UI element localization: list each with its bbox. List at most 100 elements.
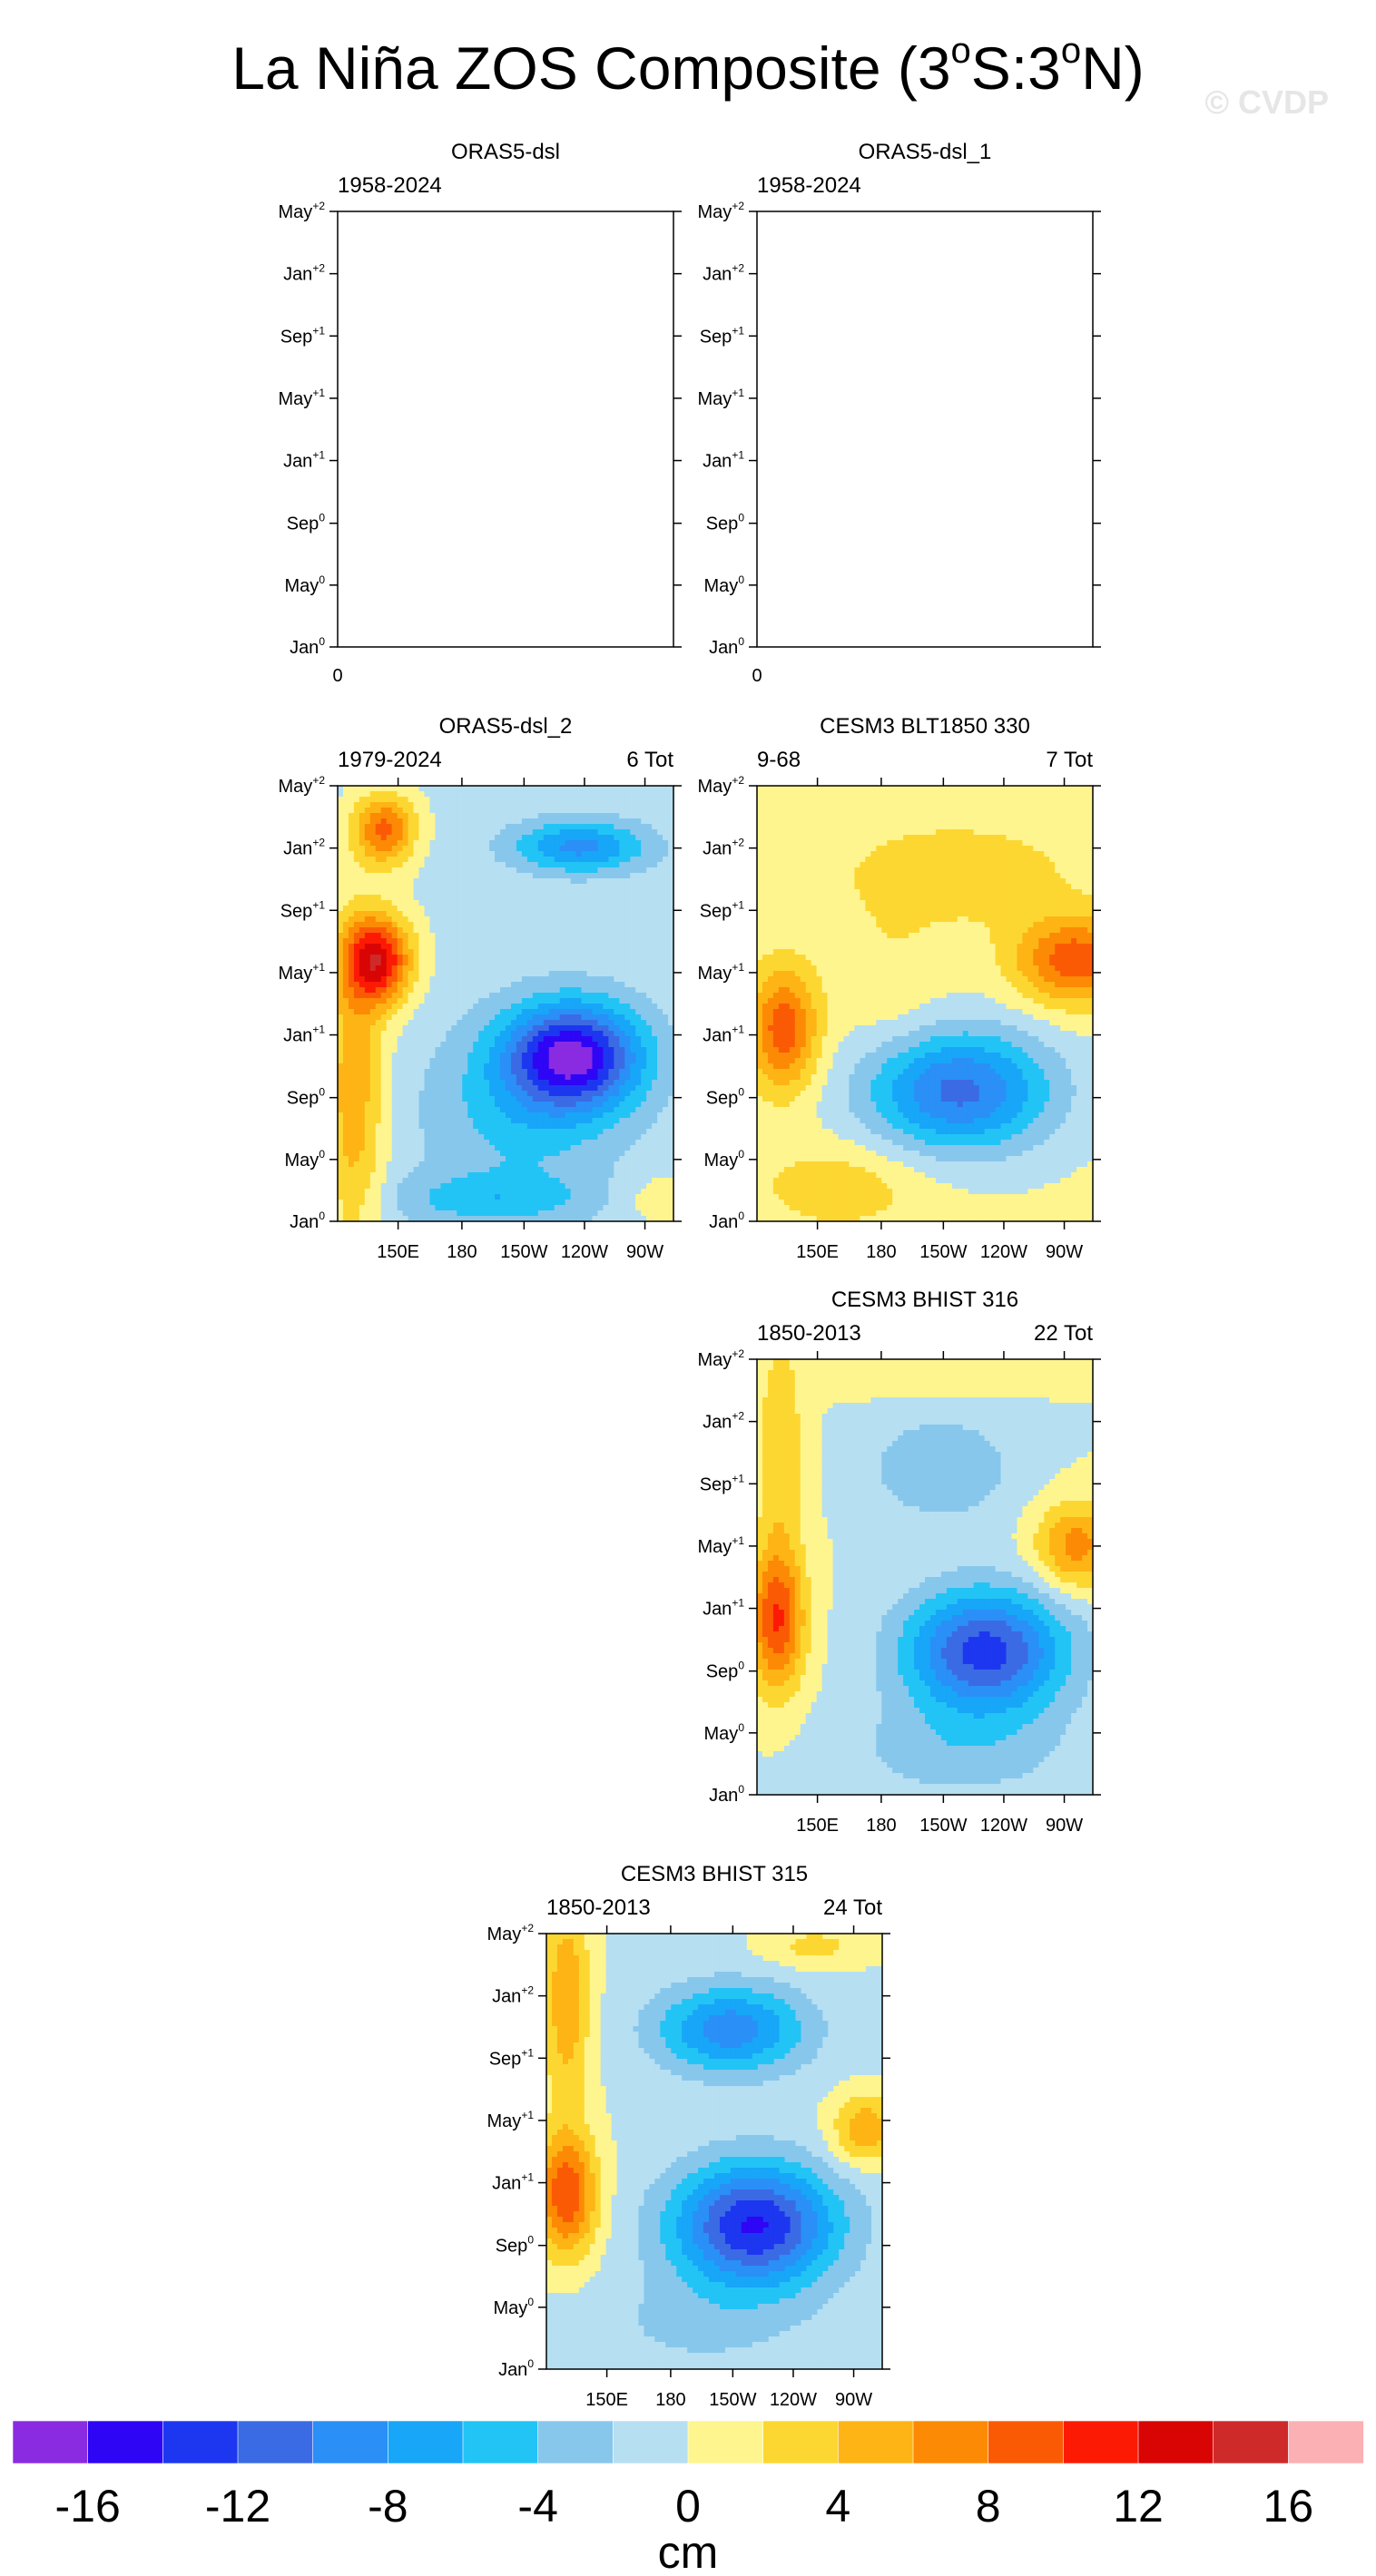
y-tick-label: Sep+1 <box>700 1472 745 1494</box>
y-tick-label: Jan0 <box>498 2357 534 2380</box>
y-tick-label: May+2 <box>698 774 745 797</box>
colorbar-label: -4 <box>517 2481 557 2532</box>
y-tick-label: Jan+1 <box>703 449 744 472</box>
x-tick-label: 120W <box>561 1242 608 1262</box>
contour-fill <box>757 1359 1094 1796</box>
panel-left-string: 1979-2024 <box>338 748 442 772</box>
plot-frame <box>337 211 674 648</box>
x-tick-label: 90W <box>1046 1242 1083 1262</box>
y-tick-label: Sep0 <box>287 512 326 534</box>
contour-fill <box>338 786 674 1222</box>
x-tick-label: 180 <box>866 1242 896 1262</box>
y-tick-label: May+1 <box>698 387 745 409</box>
panel-left-string: 1850-2013 <box>546 1895 651 1920</box>
x-tick-label: 180 <box>655 2390 685 2410</box>
x-tick-label: 150W <box>500 1242 547 1262</box>
x-tick-label: 0 <box>332 666 342 686</box>
plot-frame <box>756 1358 1094 1796</box>
y-tick-label: Jan+2 <box>492 1984 534 2007</box>
y-tick-label: Jan+1 <box>703 1597 744 1620</box>
colorbar-box <box>613 2420 689 2464</box>
y-tick-label: Sep+1 <box>489 2046 535 2069</box>
y-tick-label: May0 <box>285 1148 326 1170</box>
y-tick-label: Jan0 <box>709 635 744 658</box>
colorbar-box <box>537 2420 614 2464</box>
title-degree-1: o <box>951 31 971 71</box>
colorbar-box <box>687 2420 764 2464</box>
y-tick-label: Jan0 <box>709 1210 744 1232</box>
panel-1: Jan0 May0 Sep0 Jan+1 May+1 Sep+1 Jan+2 May+2 0 OR… <box>279 140 682 686</box>
y-tick-label: May0 <box>285 573 326 596</box>
y-tick-label: Jan+2 <box>283 262 325 285</box>
y-tick-label: May0 <box>494 2296 535 2318</box>
y-tick-label: May0 <box>704 1148 745 1170</box>
colorbar-box <box>237 2420 314 2464</box>
colorbar-box <box>162 2420 239 2464</box>
y-tick-label: Sep0 <box>706 1660 745 1682</box>
chart-title: La Niña ZOS Composite (3oS:3oN) <box>0 20 1376 104</box>
title-prefix: La Niña ZOS Composite (3 <box>231 34 950 102</box>
y-tick-label: Sep+1 <box>280 324 326 347</box>
colorbar-box <box>87 2420 164 2464</box>
y-tick-label: May+2 <box>487 1922 535 1944</box>
y-tick-label: Sep0 <box>496 2234 535 2257</box>
colorbar-label: 0 <box>675 2481 701 2532</box>
panel-left-string: 1958-2024 <box>757 173 861 198</box>
colorbar-label: 12 <box>1113 2481 1164 2532</box>
x-tick-label: 150W <box>709 2390 756 2410</box>
y-tick-label: May+1 <box>698 1534 745 1557</box>
panel-right-string: 7 Tot <box>1046 748 1093 772</box>
colorbar-box <box>1213 2420 1290 2464</box>
plot-frame <box>756 785 1094 1222</box>
y-tick-label: Jan0 <box>709 1783 744 1806</box>
colorbar-label: 16 <box>1263 2481 1314 2532</box>
x-tick-label: 0 <box>752 666 762 686</box>
plot-frame <box>337 785 674 1222</box>
title-suffix: N) <box>1081 34 1145 102</box>
y-tick-label: May+2 <box>698 1347 745 1370</box>
panel-2: Jan0 May0 Sep0 Jan+1 May+1 Sep+1 Jan+2 May+2 0 OR… <box>698 140 1101 686</box>
panel-4: Jan0 May0 Sep0 Jan+1 May+1 Sep+1 Jan+2 May+2 150… <box>698 714 1101 1262</box>
panel-left-string: 1850-2013 <box>757 1321 861 1346</box>
x-tick-label: 90W <box>1046 1816 1083 1836</box>
colorbar-box <box>1137 2420 1214 2464</box>
y-tick-label: Sep0 <box>287 1086 326 1109</box>
y-tick-label: May+1 <box>698 961 745 984</box>
colorbar-label: 4 <box>825 2481 850 2532</box>
title-middle: S:3 <box>971 34 1061 102</box>
y-tick-label: Jan+1 <box>703 1024 744 1046</box>
y-tick-label: Jan+2 <box>283 837 325 859</box>
x-tick-label: 150E <box>796 1242 839 1262</box>
panel-left-string: 1958-2024 <box>338 173 442 198</box>
plot-frame <box>545 1933 883 2370</box>
y-tick-label: May+2 <box>279 774 326 797</box>
colorbar-label: -16 <box>55 2481 121 2532</box>
x-tick-label: 180 <box>447 1242 477 1262</box>
y-tick-label: Sep+1 <box>700 324 745 347</box>
watermark-text: © CVDP <box>1204 83 1329 122</box>
y-tick-label: Sep+1 <box>700 898 745 921</box>
colorbar-units: cm <box>658 2527 719 2576</box>
panel-3: Jan0 May0 Sep0 Jan+1 May+1 Sep+1 Jan+2 May+2 150… <box>279 714 682 1262</box>
x-tick-label: 90W <box>835 2390 872 2410</box>
x-tick-label: 150W <box>919 1816 967 1836</box>
plot-frame <box>756 211 1094 648</box>
x-tick-label: 90W <box>626 1242 663 1262</box>
x-tick-label: 150E <box>377 1242 419 1262</box>
x-tick-label: 120W <box>980 1816 1027 1836</box>
contour-fill <box>546 1934 883 2370</box>
y-tick-label: May+1 <box>279 961 326 984</box>
y-tick-label: May+1 <box>279 387 326 409</box>
y-tick-label: Jan+1 <box>492 2171 534 2194</box>
y-tick-label: Sep0 <box>706 512 745 534</box>
colorbar-box <box>1063 2420 1139 2464</box>
x-tick-label: 150W <box>919 1242 967 1262</box>
colorbar-box <box>462 2420 539 2464</box>
colorbar-box <box>388 2420 464 2464</box>
panel-title: ORAS5-dsl <box>451 140 560 164</box>
y-tick-label: Jan0 <box>290 1210 325 1232</box>
panel-right-string: 6 Tot <box>626 748 673 772</box>
panel-right-string: 22 Tot <box>1034 1321 1093 1346</box>
panel-5: Jan0 May0 Sep0 Jan+1 May+1 Sep+1 Jan+2 May+2 150… <box>698 1288 1101 1836</box>
